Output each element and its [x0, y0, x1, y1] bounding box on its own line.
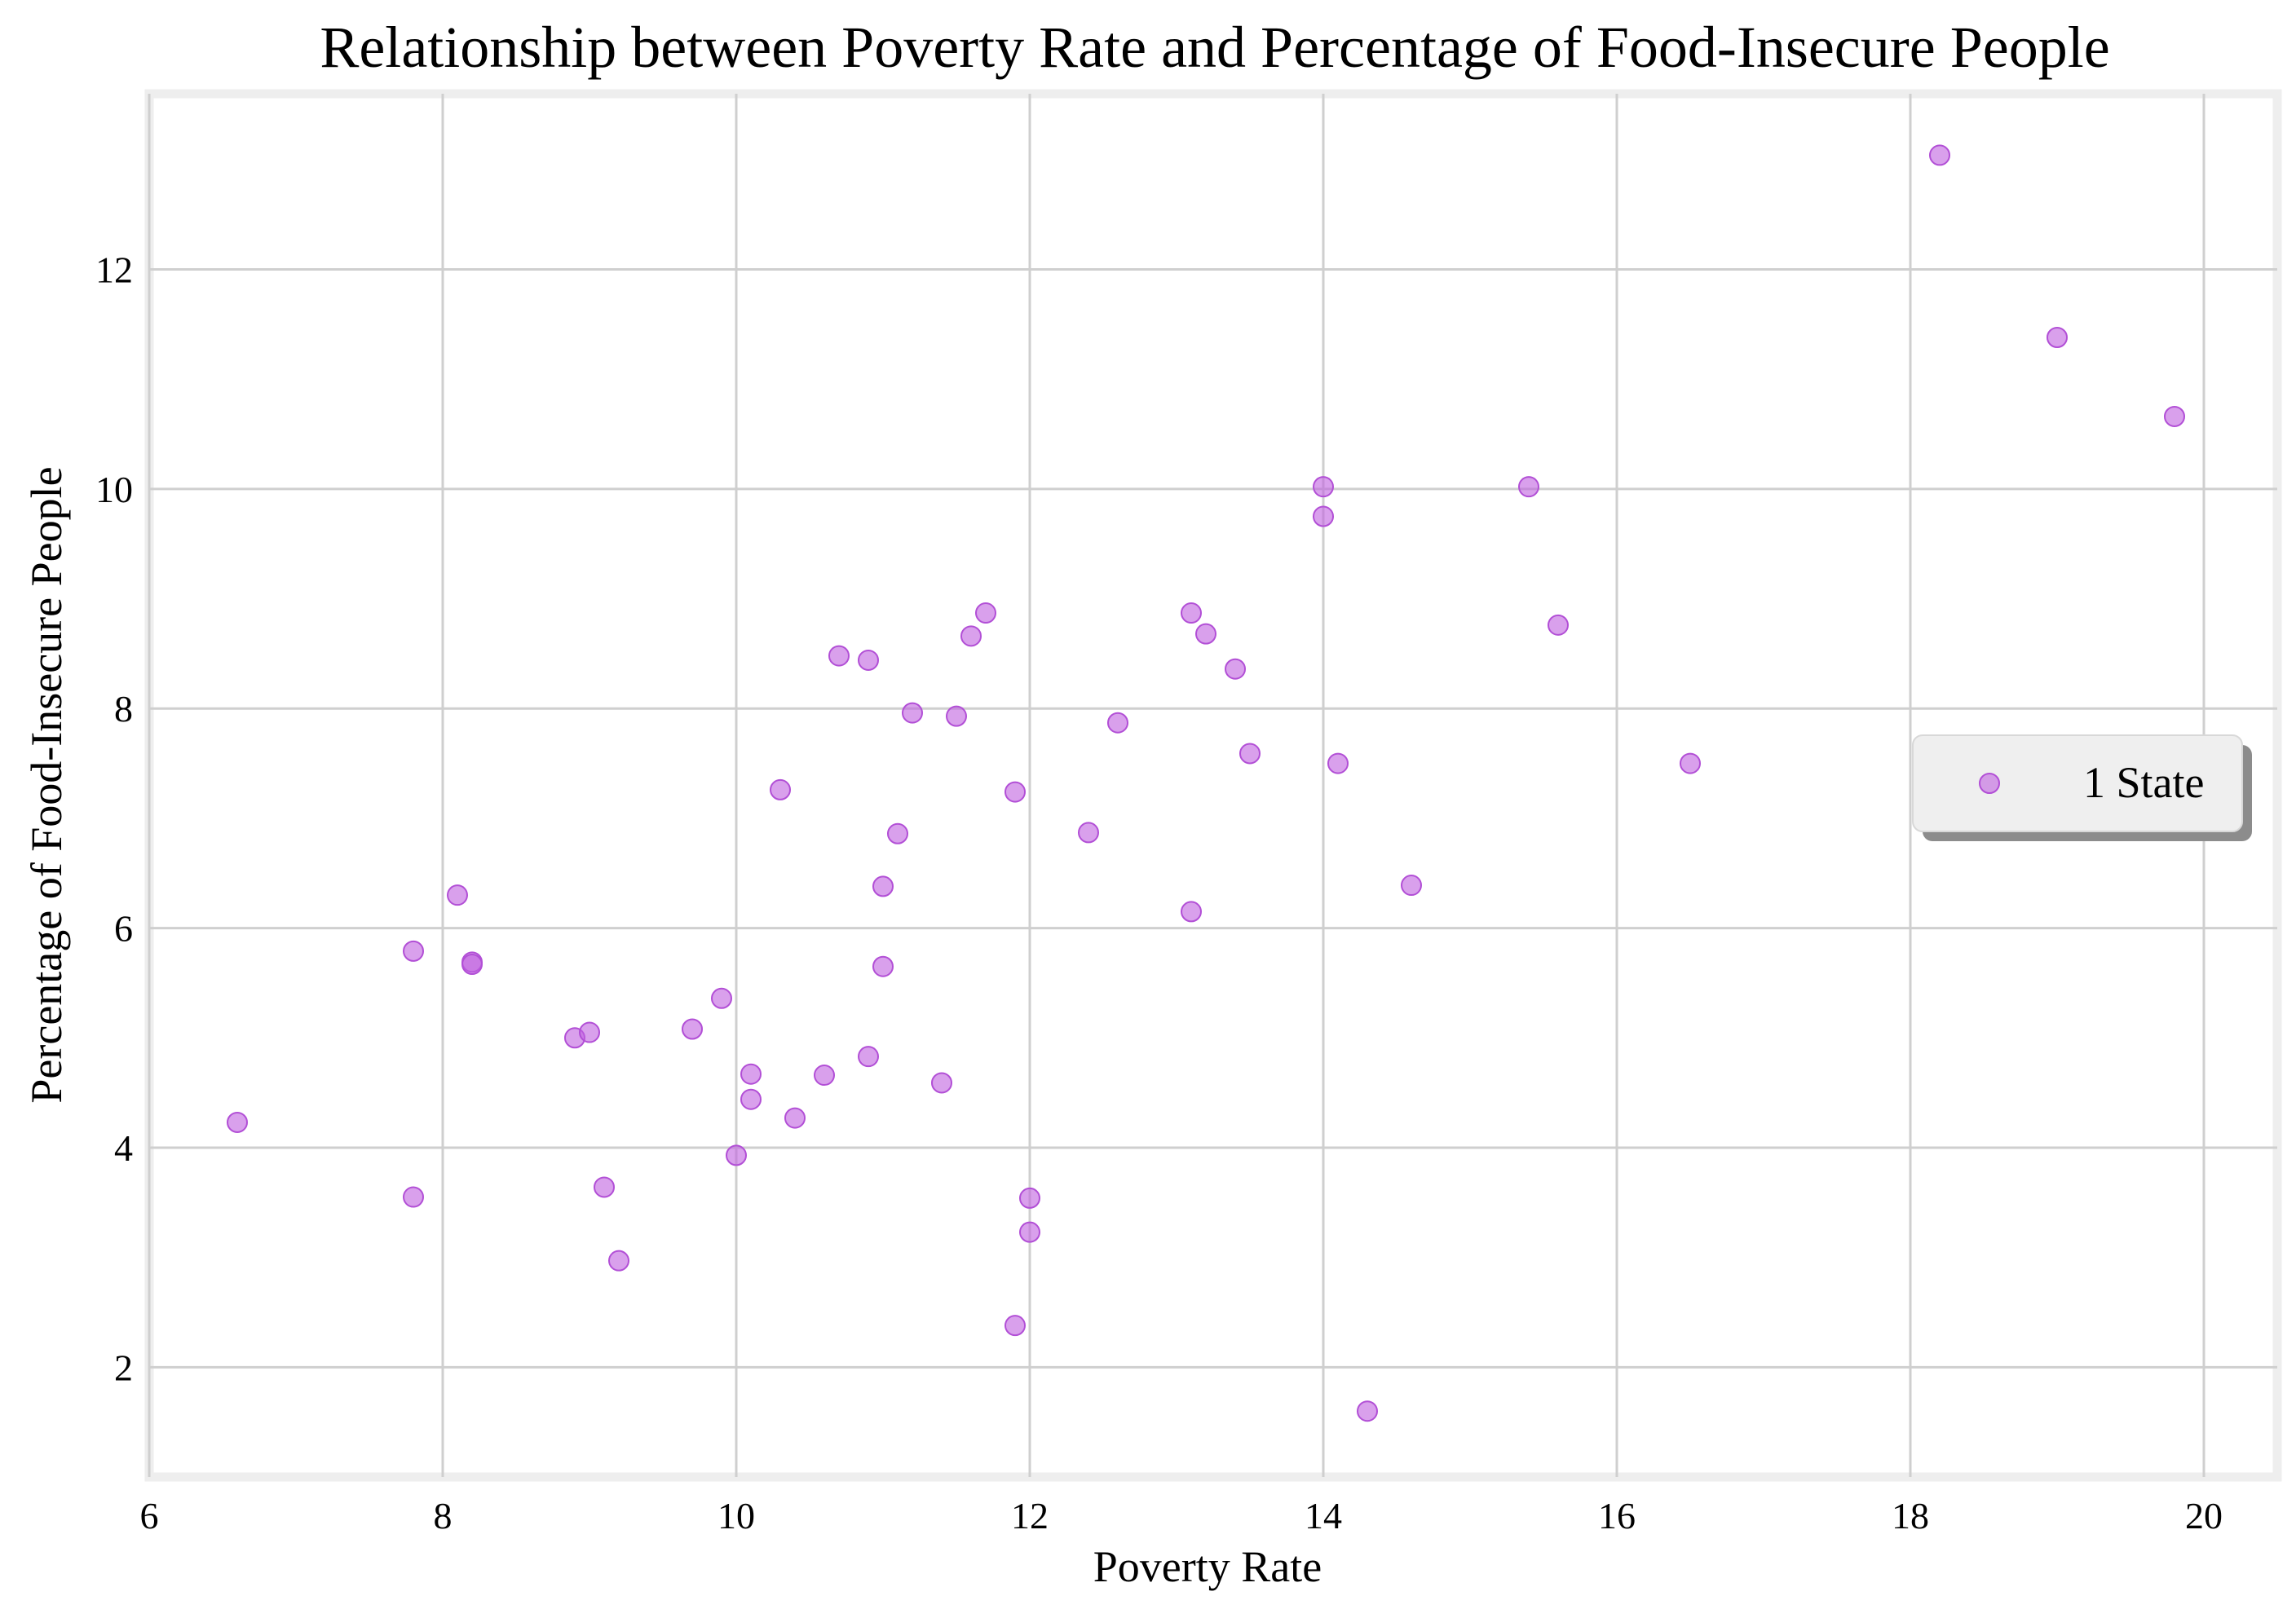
data-point [726, 1144, 747, 1166]
data-point [784, 1107, 806, 1129]
data-point [872, 875, 894, 897]
data-point [1225, 658, 1246, 680]
y-tick-label: 4 [114, 1127, 133, 1169]
data-point [1078, 822, 1099, 844]
data-point [711, 987, 732, 1009]
data-point [770, 778, 791, 800]
data-point [740, 1088, 762, 1110]
data-point [1518, 476, 1539, 498]
data-point [1929, 144, 1950, 166]
data-point [579, 1021, 600, 1043]
data-points [227, 144, 2185, 1422]
data-point [740, 1063, 762, 1085]
data-point [461, 954, 483, 976]
legend-box [1912, 734, 2243, 832]
data-point [872, 955, 894, 977]
data-point [682, 1018, 703, 1040]
x-tick-label: 12 [1011, 1495, 1049, 1536]
data-point [828, 645, 850, 667]
data-point [608, 1250, 629, 1272]
data-point [1401, 875, 1422, 897]
data-point [1548, 614, 1569, 636]
grid-layer [148, 94, 2277, 1477]
data-point [858, 1046, 879, 1068]
x-tick-label: 10 [718, 1495, 755, 1536]
data-point [858, 649, 879, 671]
data-point [403, 940, 424, 962]
data-point [1195, 623, 1216, 645]
y-tick-label: 12 [95, 249, 133, 290]
x-tick-label: 20 [2185, 1495, 2223, 1536]
legend-marker [1979, 773, 2000, 794]
data-point [1313, 505, 1334, 527]
data-point [2164, 405, 2185, 427]
tick-layer: 6 8 10 12 14 16 18 20 2 4 6 8 10 12 [95, 249, 2223, 1536]
data-point [1004, 1315, 1026, 1337]
y-tick-label: 8 [114, 688, 133, 730]
data-point [1327, 752, 1349, 774]
data-point [594, 1176, 615, 1198]
data-point [1181, 602, 1202, 624]
chart-title: Relationship between Poverty Rate and Pe… [320, 15, 2109, 80]
data-point [814, 1065, 835, 1087]
y-tick-label: 2 [114, 1347, 133, 1388]
data-point [1107, 712, 1128, 734]
legend: 1 State [1912, 734, 2252, 841]
data-point [946, 705, 967, 727]
data-point [1313, 476, 1334, 498]
data-point [1019, 1221, 1040, 1243]
data-point [447, 884, 468, 906]
data-point [1239, 743, 1261, 765]
data-point [1181, 901, 1202, 923]
x-tick-label: 18 [1892, 1495, 1929, 1536]
y-axis-label: Percentage of Food-Insecure People [22, 466, 71, 1103]
x-tick-label: 14 [1305, 1495, 1342, 1536]
x-tick-label: 6 [140, 1495, 159, 1536]
data-point [2047, 326, 2068, 348]
x-axis-label: Poverty Rate [1093, 1542, 1322, 1591]
data-point [960, 625, 982, 647]
data-point [403, 1186, 424, 1208]
data-point [975, 602, 996, 624]
data-point [887, 822, 908, 844]
data-point [1019, 1187, 1040, 1209]
x-tick-label: 16 [1598, 1495, 1636, 1536]
x-tick-label: 8 [434, 1495, 453, 1536]
legend-label: 1 State [2083, 758, 2204, 807]
data-point [931, 1072, 952, 1094]
data-point [227, 1111, 248, 1133]
data-point [1357, 1400, 1378, 1422]
y-tick-label: 6 [114, 908, 133, 950]
data-point [902, 702, 923, 724]
data-point [1680, 752, 1701, 774]
data-point [1004, 781, 1026, 803]
y-tick-label: 10 [95, 469, 133, 510]
